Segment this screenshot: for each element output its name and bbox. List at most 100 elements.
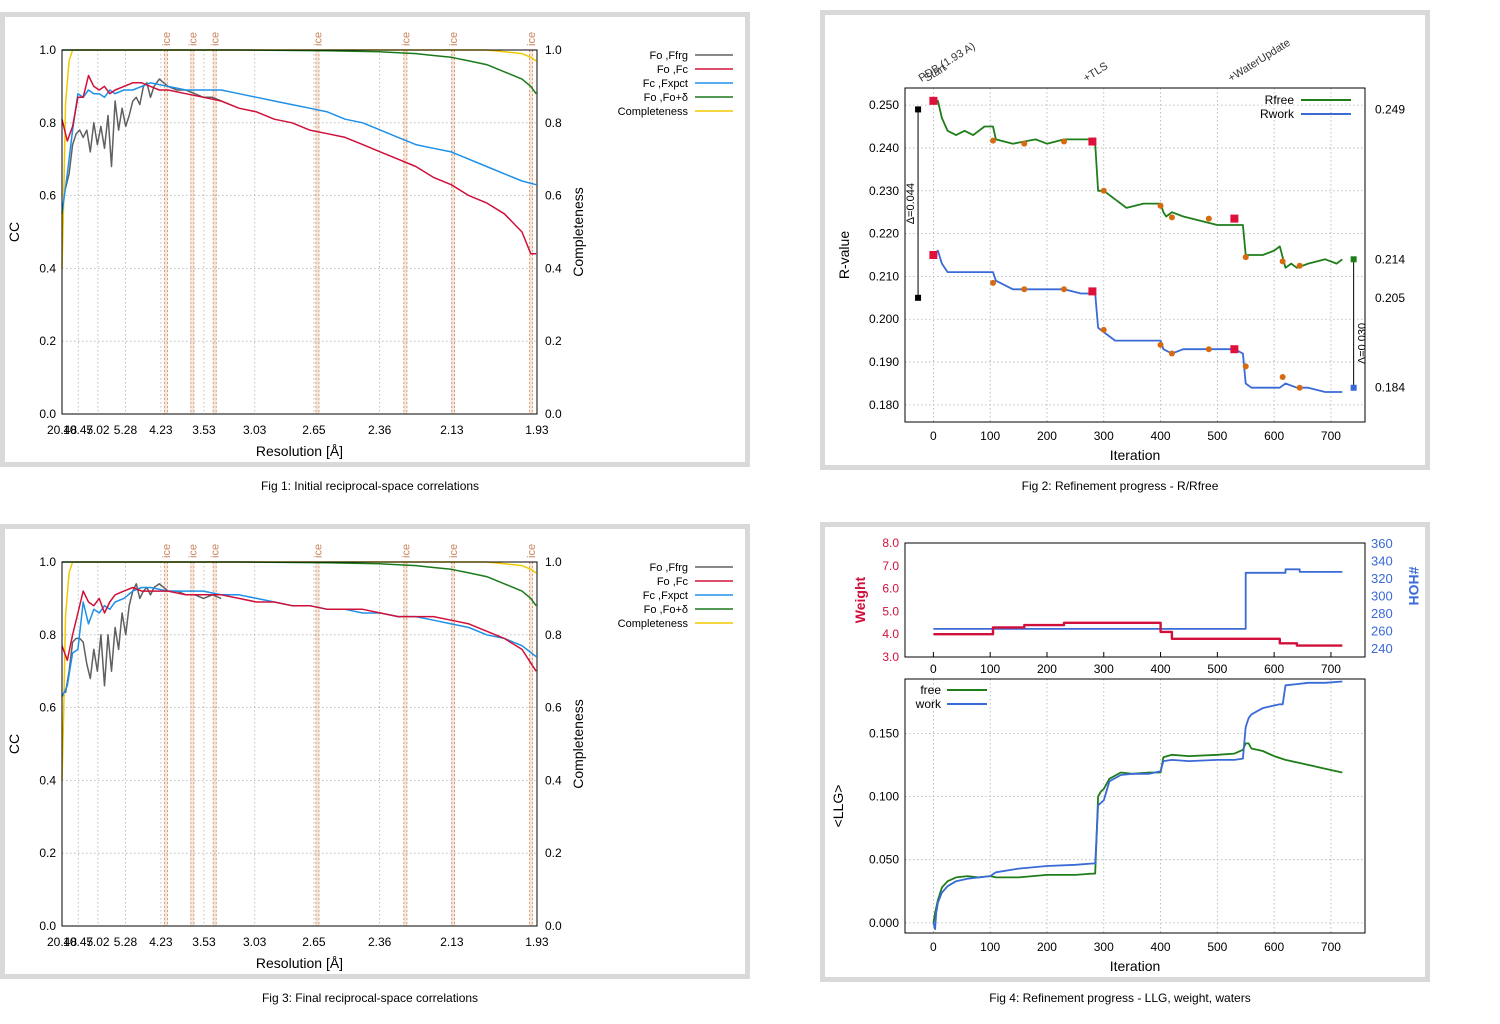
series-line-llg-work [932, 680, 1343, 931]
x-tick-label: 400 [1151, 429, 1171, 443]
x-tick-label: 600 [1264, 662, 1284, 676]
marker-dot [1296, 384, 1303, 391]
legend-label: Fo ,Fo+δ [644, 92, 688, 104]
series-line-fofc [61, 74, 537, 255]
figure-4-panel: 3.0 4.0 5.0 6.0 7.0 8.0 240 260 280 300 320 340 360 0… [820, 522, 1430, 982]
x-tick-label: 500 [1207, 940, 1227, 954]
y-tick-label: 0.000 [869, 916, 899, 930]
plot-frame [61, 561, 538, 927]
hoh-tick-label: 240 [1371, 641, 1393, 656]
ice-label: ice [526, 544, 538, 558]
hoh-tick-label: 320 [1371, 571, 1393, 586]
legend-label: Fo ,Ffrg [649, 562, 688, 574]
weight-tick-label: 7.0 [882, 559, 899, 573]
y-axis-label: R-value [836, 231, 852, 279]
legend-label: Fc ,Fxpct [643, 590, 688, 602]
ice-label: ice [161, 32, 173, 46]
x-tick-label: 2.65 [302, 935, 326, 949]
fig2-caption: Fig 2: Refinement progress - R/Rfree [1021, 479, 1219, 493]
marker-square [1088, 287, 1097, 296]
x-tick-label: 2.36 [368, 935, 392, 949]
hoh-axis-label: #HOH [1406, 567, 1422, 606]
marker-dot [1205, 215, 1212, 222]
y-tick-label: 0.220 [869, 227, 899, 241]
marker-square [929, 96, 938, 105]
marker-dot [1279, 374, 1286, 381]
x-tick-label: 200 [1037, 940, 1057, 954]
marker-dot [1100, 187, 1107, 194]
x-tick-label: 1.93 [525, 935, 549, 949]
y-tick-label: 1.0 [39, 43, 56, 57]
x-tick-label: 100 [980, 662, 1000, 676]
x-axis-label: Resolution [Å] [256, 443, 343, 459]
x-tick-label: 300 [1094, 940, 1114, 954]
y-tick-label: 0.6 [39, 701, 56, 715]
x-axis-label: Iteration [1110, 447, 1161, 463]
x-tick-label: 5.28 [114, 935, 138, 949]
marker-square [1230, 214, 1239, 223]
fig3-caption: Fig 3: Final reciprocal-space correlatio… [261, 991, 479, 1005]
ice-label: ice [312, 32, 324, 46]
ice-band [451, 50, 456, 414]
x-tick-label: 500 [1207, 429, 1227, 443]
legend-label: Fc ,Fxpct [643, 78, 688, 90]
stage-label: +TLS [1081, 60, 1110, 84]
y-tick-label: 0.190 [869, 355, 899, 369]
series-line-completeness [61, 561, 537, 781]
figure-1-panel: ice ice ice ice ice ice ice 0.0 0.0 0.2 0.2 0.4 0.4 0… [0, 12, 750, 467]
x-tick-label: 2.13 [440, 423, 464, 437]
x-tick-label: 100 [980, 940, 1000, 954]
x-tick-label: 3.03 [243, 935, 267, 949]
marker-dot [990, 279, 997, 286]
ice-band [163, 562, 168, 926]
y2-tick-label: 0.0 [545, 919, 562, 933]
marker-dot [1157, 202, 1164, 209]
marker-dot [990, 137, 997, 144]
fig1-caption: Fig 1: Initial reciprocal-space correlat… [260, 479, 480, 493]
series-line-rfree [933, 99, 1343, 269]
plot-frame [904, 87, 1366, 423]
x-tick-label: 2.65 [302, 423, 326, 437]
y-tick-label: 0.200 [869, 312, 899, 326]
x-tick-label: 3.53 [192, 423, 216, 437]
x-tick-label: 100 [980, 429, 1000, 443]
ice-label: ice [400, 544, 412, 558]
hoh-tick-label: 300 [1371, 589, 1393, 604]
ice-band [451, 562, 456, 926]
x-tick-label: 10.45 [63, 423, 93, 437]
series-line-weight [933, 621, 1343, 647]
marker-dot [1242, 254, 1249, 261]
series-line-rwork [932, 249, 1343, 393]
legend-label-free: free [920, 683, 941, 697]
series-line-hoh [933, 568, 1343, 630]
x-axis-label: Iteration [1110, 958, 1161, 974]
y-tick-label: 0.2 [39, 334, 56, 348]
marker-dot [1021, 286, 1028, 293]
hoh-tick-label: 360 [1371, 536, 1393, 551]
hoh-tick-label: 260 [1371, 624, 1393, 639]
x-tick-label: 3.03 [243, 423, 267, 437]
top-plot-frame [904, 542, 1366, 658]
y-tick-label: 0.0 [39, 407, 56, 421]
x-axis-label: Resolution [Å] [256, 955, 343, 971]
weight-tick-label: 5.0 [882, 604, 899, 618]
x-tick-label: 0 [930, 429, 937, 443]
x-tick-label: 2.36 [368, 423, 392, 437]
hoh-tick-label: 280 [1371, 606, 1393, 621]
x-tick-label: 4.23 [149, 935, 173, 949]
ice-band [163, 50, 168, 414]
y2-tick-label: 0.8 [545, 116, 562, 130]
pdb-rfree-marker [915, 106, 922, 113]
x-tick-label: 700 [1321, 429, 1341, 443]
y-tick-label: 0.4 [39, 773, 56, 787]
y2-tick-label: 0.6 [545, 701, 562, 715]
y2-tick-label: 0.0 [545, 407, 562, 421]
right-value-label: 0.205 [1375, 291, 1405, 305]
weight-tick-label: 8.0 [882, 536, 899, 550]
ice-label: ice [187, 32, 199, 46]
y-tick-label: 0.2 [39, 846, 56, 860]
hoh-tick-label: 340 [1371, 554, 1393, 569]
series-line-fofrg [64, 583, 222, 694]
